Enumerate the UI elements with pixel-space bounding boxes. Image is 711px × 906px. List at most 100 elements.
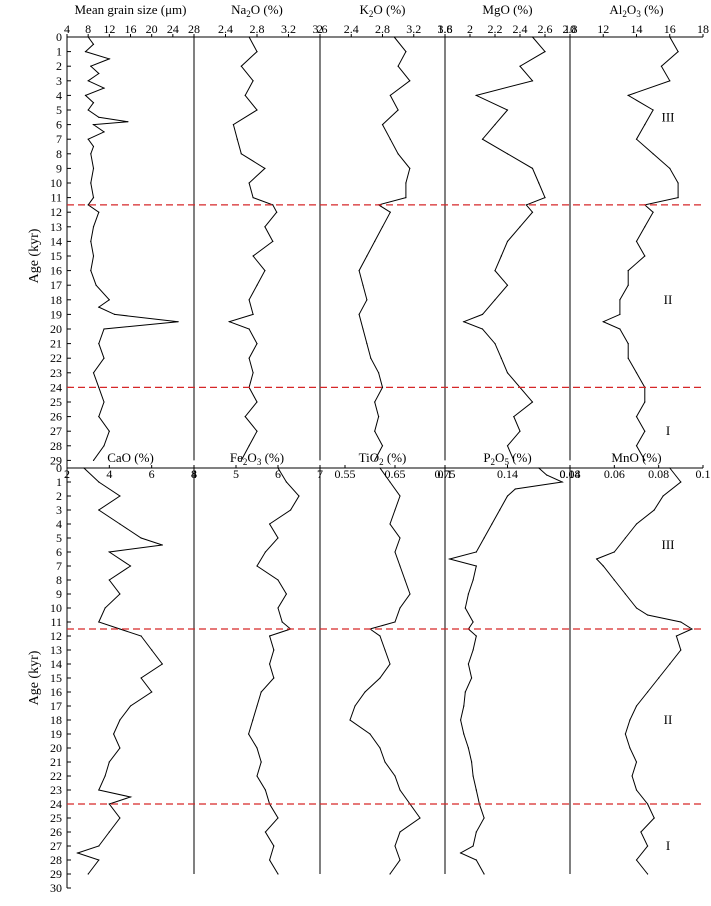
data-series-line <box>358 36 411 461</box>
data-point <box>113 733 115 735</box>
data-point <box>531 80 534 82</box>
data-point <box>256 747 258 749</box>
data-series-line <box>349 467 421 875</box>
data-point <box>481 313 484 315</box>
data-point <box>652 109 654 111</box>
title-text: O (%) <box>251 2 283 17</box>
data-point <box>624 733 627 735</box>
data-point <box>364 691 366 693</box>
data-point <box>394 775 396 777</box>
data-point <box>277 467 279 469</box>
data-point <box>273 845 275 847</box>
x-tick-label: 2.6 <box>538 22 553 36</box>
x-tick-label: 2.4 <box>218 22 233 36</box>
data-point <box>248 36 250 38</box>
data-point <box>384 649 386 651</box>
data-point <box>92 124 95 126</box>
data-point <box>619 328 621 330</box>
data-point <box>399 565 401 567</box>
data-point <box>248 299 250 301</box>
data-point <box>467 593 469 595</box>
data-point <box>381 226 384 228</box>
title-text: P <box>483 450 490 465</box>
y-tick-label: 12 <box>50 629 62 643</box>
data-point <box>92 167 95 169</box>
data-point <box>635 523 638 525</box>
y-tick-label: 10 <box>50 176 62 190</box>
data-point <box>151 691 153 693</box>
data-point <box>525 204 527 206</box>
data-point <box>256 775 258 777</box>
y-tick-label: 23 <box>50 366 62 380</box>
data-point <box>463 705 465 707</box>
data-point <box>389 211 391 213</box>
data-point <box>103 328 105 330</box>
y-tick-label: 0 <box>56 30 62 44</box>
data-point <box>129 796 132 798</box>
data-point <box>544 51 546 53</box>
data-point <box>635 240 638 242</box>
y-tick-label: 25 <box>50 395 62 409</box>
data-point <box>389 663 391 665</box>
data-point <box>108 299 110 301</box>
data-point <box>252 313 254 315</box>
title-text: O <box>247 450 256 465</box>
data-point <box>381 124 384 126</box>
y-tick-label: 12 <box>50 205 62 219</box>
data-point <box>680 621 682 623</box>
y-tick-label: 6 <box>56 545 62 559</box>
x-tick-label: 2 <box>467 22 473 36</box>
y-tick-label: 23 <box>50 783 62 797</box>
data-point <box>629 719 631 721</box>
data-point <box>103 87 105 89</box>
data-point <box>98 509 100 511</box>
data-point <box>635 607 638 609</box>
x-tick-label: 0.55 <box>335 467 356 481</box>
data-point <box>252 372 254 374</box>
x-tick-label: 3.2 <box>406 22 421 36</box>
data-point <box>273 677 275 679</box>
data-point <box>87 109 89 111</box>
data-point <box>277 817 279 819</box>
y-tick-label: 30 <box>50 881 62 895</box>
data-point <box>397 65 399 67</box>
y-tick-label: 14 <box>50 234 62 248</box>
data-point <box>409 167 411 169</box>
data-point <box>635 859 638 861</box>
data-point <box>366 299 368 301</box>
x-tick-label: 2.2 <box>488 22 503 36</box>
data-point <box>475 859 477 861</box>
data-point <box>627 357 629 359</box>
data-point <box>602 565 604 567</box>
data-point <box>472 649 474 651</box>
data-point <box>103 401 105 403</box>
data-point <box>140 635 142 637</box>
data-point <box>90 240 92 242</box>
data-point <box>92 255 95 257</box>
data-point <box>506 284 509 286</box>
data-point <box>644 124 646 126</box>
x-tick-label: 2.8 <box>375 22 390 36</box>
panel-title: MgO (%) <box>482 2 532 17</box>
data-point <box>538 467 540 469</box>
data-point <box>108 579 110 581</box>
data-point <box>98 789 100 791</box>
data-point <box>669 36 671 38</box>
data-point <box>475 831 477 833</box>
data-point <box>475 565 477 567</box>
x-tick-label: 2.4 <box>344 22 359 36</box>
title-text: (%) <box>384 450 407 465</box>
data-point <box>264 551 266 553</box>
data-point <box>83 467 85 469</box>
x-tick-label: 3.6 <box>313 22 328 36</box>
data-series-line <box>76 467 164 875</box>
y-tick-label: 15 <box>50 249 62 263</box>
y-tick-label: 15 <box>50 671 62 685</box>
x-tick-label: 8 <box>85 22 91 36</box>
y-tick-label: 16 <box>50 685 62 699</box>
data-point <box>561 481 563 483</box>
data-point <box>652 211 654 213</box>
data-point <box>98 306 100 308</box>
y-tick-label: 20 <box>50 741 62 755</box>
y-tick-label: 13 <box>50 643 62 657</box>
